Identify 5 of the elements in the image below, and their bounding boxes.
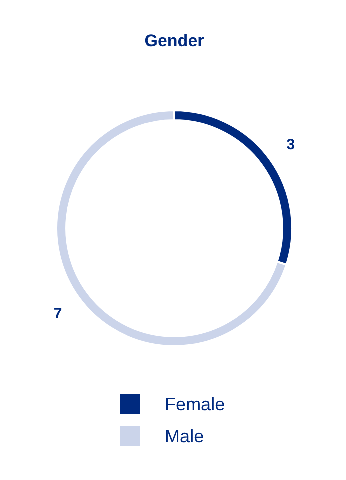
- data-label: 7: [54, 306, 62, 323]
- chart-title: Gender: [144, 31, 205, 50]
- legend-label: Female: [165, 394, 226, 414]
- data-label: 3: [286, 136, 296, 154]
- legend-label: Male: [165, 426, 204, 446]
